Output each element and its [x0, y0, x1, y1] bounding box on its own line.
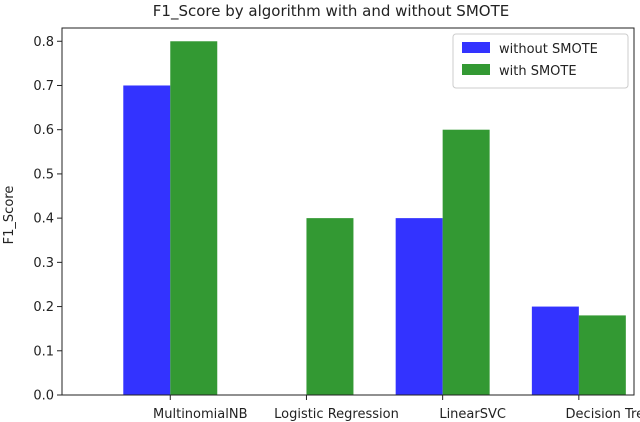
legend-box	[452, 33, 629, 89]
y-tick-label: 0.1	[33, 344, 54, 359]
x-tick-label: LinearSVC	[439, 407, 506, 422]
y-tick-label: 0.6	[33, 123, 54, 138]
x-tick-label: MultinomialNB	[153, 407, 247, 422]
bars-group	[123, 41, 626, 396]
plot-frame	[61, 27, 635, 396]
y-axis-ticks: 0.0 0.1 0.2 0.3 0.4 0.5 0.6 0.7 0.8	[33, 35, 62, 404]
y-tick-label: 0.5	[33, 167, 54, 182]
y-tick-label: 0.0	[33, 389, 54, 404]
y-tick-label: 0.3	[33, 256, 54, 271]
legend: without SMOTE with SMOTE	[452, 33, 629, 89]
bar-without-smote-2	[395, 218, 443, 395]
bar-without-smote-0	[123, 85, 171, 395]
bar-without-smote-3	[531, 306, 579, 395]
y-tick-label: 0.8	[33, 35, 54, 50]
legend-label-without-smote: without SMOTE	[499, 42, 598, 57]
legend-swatch-with-smote	[462, 64, 490, 75]
y-axis-label: F1_Score	[2, 186, 17, 245]
y-tick-label: 0.7	[33, 79, 54, 94]
legend-swatch-without-smote	[462, 42, 490, 53]
bar-with-smote-2	[442, 129, 490, 395]
bar-with-smote-1	[306, 218, 354, 395]
chart-title: F1_Score by algorithm with and without S…	[153, 2, 509, 21]
legend-label-with-smote: with SMOTE	[499, 64, 577, 79]
y-tick-label: 0.4	[33, 212, 54, 227]
bar-with-smote-3	[578, 315, 626, 395]
x-tick-label: Decision Tree	[566, 407, 640, 422]
x-tick-label: Logistic Regression	[274, 407, 399, 422]
bar-with-smote-0	[170, 41, 218, 396]
y-tick-label: 0.2	[33, 300, 54, 315]
x-axis-ticks: MultinomialNB Logistic Regression LinearSV…	[153, 395, 640, 422]
